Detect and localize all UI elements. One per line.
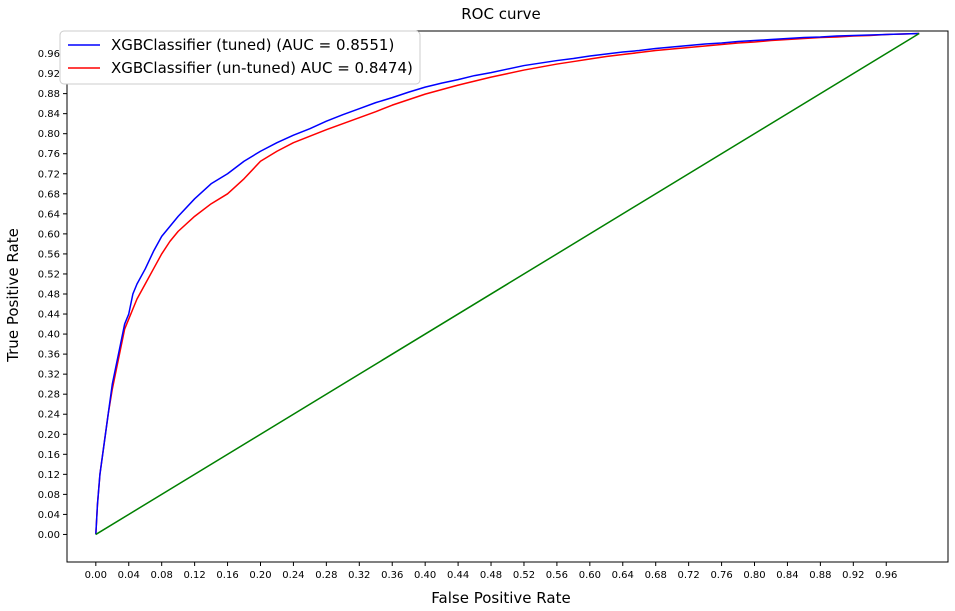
- x-tick-label: 0.20: [249, 570, 271, 581]
- y-tick-label: 0.92: [38, 69, 60, 80]
- y-tick-label: 0.40: [38, 330, 60, 341]
- y-tick-label: 0.52: [38, 269, 60, 280]
- x-tick-label: 0.32: [348, 570, 370, 581]
- y-tick-label: 0.16: [38, 450, 60, 461]
- x-tick-label: 0.28: [315, 570, 337, 581]
- y-tick-label: 0.80: [38, 129, 60, 140]
- x-tick-label: 0.64: [612, 570, 634, 581]
- y-tick-label: 0.44: [38, 310, 60, 321]
- x-tick-label: 0.48: [480, 570, 502, 581]
- y-axis-title: True Positive Rate: [4, 228, 22, 363]
- roc-line-tuned: [95, 32, 920, 535]
- legend: XGBClassifier (tuned) (AUC = 0.8551) XGB…: [59, 30, 421, 85]
- series-layer: [95, 32, 920, 536]
- x-tick-label: 0.56: [546, 570, 568, 581]
- x-tick-label: 0.40: [414, 570, 436, 581]
- y-tick-label: 0.24: [38, 410, 60, 421]
- x-tick-label: 0.44: [447, 570, 469, 581]
- x-tick-label: 0.76: [710, 570, 732, 581]
- x-axis-ticks: 0.00 0.04 0.08 0.12 0.16 0.20 0.24 0.28 0.32 0.36…: [85, 562, 897, 581]
- chart-title: ROC curve: [461, 5, 541, 23]
- x-tick-label: 0.84: [776, 570, 798, 581]
- x-tick-label: 0.92: [842, 570, 864, 581]
- x-tick-label: 0.52: [513, 570, 535, 581]
- chance-diagonal-line: [95, 32, 920, 536]
- legend-box: [59, 30, 421, 85]
- x-tick-label: 0.04: [118, 570, 140, 581]
- legend-label-tuned: XGBClassifier (tuned) (AUC = 0.8551): [111, 36, 394, 54]
- x-tick-label: 0.68: [645, 570, 667, 581]
- y-tick-label: 0.32: [38, 370, 60, 381]
- y-tick-label: 0.84: [38, 109, 60, 120]
- y-tick-label: 0.60: [38, 229, 60, 240]
- y-tick-label: 0.56: [38, 249, 60, 260]
- y-tick-label: 0.36: [38, 350, 60, 361]
- y-tick-label: 0.72: [38, 169, 60, 180]
- x-tick-label: 0.16: [216, 570, 238, 581]
- roc-line-untuned: [95, 32, 920, 535]
- x-tick-label: 0.00: [85, 570, 107, 581]
- y-axis-ticks: 0.00 0.04 0.08 0.12 0.16 0.20 0.24 0.28 0.32 0.36…: [38, 49, 67, 541]
- y-tick-label: 0.64: [38, 209, 60, 220]
- x-tick-label: 0.36: [381, 570, 403, 581]
- y-tick-label: 0.48: [38, 289, 60, 300]
- y-tick-label: 0.96: [38, 49, 60, 60]
- y-tick-label: 0.12: [38, 470, 60, 481]
- y-tick-label: 0.76: [38, 149, 60, 160]
- y-tick-label: 0.08: [38, 490, 60, 501]
- legend-label-untuned: XGBClassifier (un-tuned) AUC = 0.8474): [111, 59, 413, 77]
- y-tick-label: 0.00: [38, 530, 60, 541]
- x-axis-title: False Positive Rate: [431, 589, 570, 607]
- x-tick-label: 0.24: [282, 570, 304, 581]
- x-tick-label: 0.60: [579, 570, 601, 581]
- x-tick-label: 0.12: [183, 570, 205, 581]
- x-tick-label: 0.72: [678, 570, 700, 581]
- x-tick-label: 0.96: [875, 570, 897, 581]
- x-tick-label: 0.88: [809, 570, 831, 581]
- x-tick-label: 0.08: [151, 570, 173, 581]
- y-tick-label: 0.88: [38, 89, 60, 100]
- y-tick-label: 0.04: [38, 510, 60, 521]
- y-tick-label: 0.20: [38, 430, 60, 441]
- y-tick-label: 0.68: [38, 189, 60, 200]
- plot-area-frame: [66, 30, 949, 563]
- y-tick-label: 0.28: [38, 390, 60, 401]
- x-tick-label: 0.80: [743, 570, 765, 581]
